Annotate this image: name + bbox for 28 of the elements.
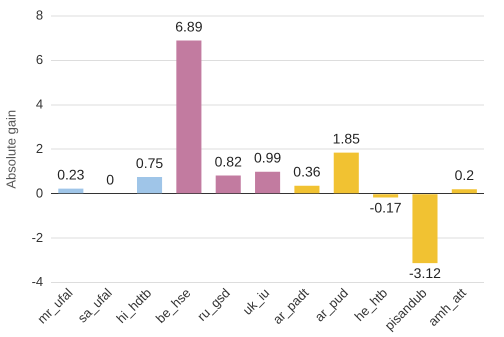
y-tick-label: -2 <box>32 230 44 245</box>
y-axis-title: Absolute gain <box>3 110 18 189</box>
y-tick-label: -4 <box>32 274 44 290</box>
y-tick-label: 6 <box>36 52 44 67</box>
bar <box>294 186 320 194</box>
bar <box>255 172 280 194</box>
data-label: 0.2 <box>454 167 474 184</box>
data-label: 0 <box>106 172 114 188</box>
data-label: 0.75 <box>136 154 164 171</box>
bar <box>176 40 202 194</box>
data-label: 0.99 <box>254 150 282 166</box>
bar <box>412 194 438 264</box>
y-tick-label: 8 <box>36 7 44 22</box>
y-tick-label: 0 <box>36 185 44 200</box>
bar <box>334 152 359 194</box>
bar <box>216 175 241 194</box>
data-label: 0.36 <box>293 164 321 180</box>
y-tick-label: 2 <box>36 140 44 156</box>
bar <box>373 194 398 198</box>
data-label: 6.89 <box>175 18 203 34</box>
bar <box>136 177 162 194</box>
data-label: -0.17 <box>370 199 402 216</box>
data-label: 1.85 <box>332 130 360 146</box>
data-label: -3.12 <box>409 264 442 281</box>
bar <box>58 188 84 194</box>
data-label: 0.23 <box>57 166 85 182</box>
data-label: 0.82 <box>214 153 242 170</box>
y-tick-label: 4 <box>36 96 44 112</box>
